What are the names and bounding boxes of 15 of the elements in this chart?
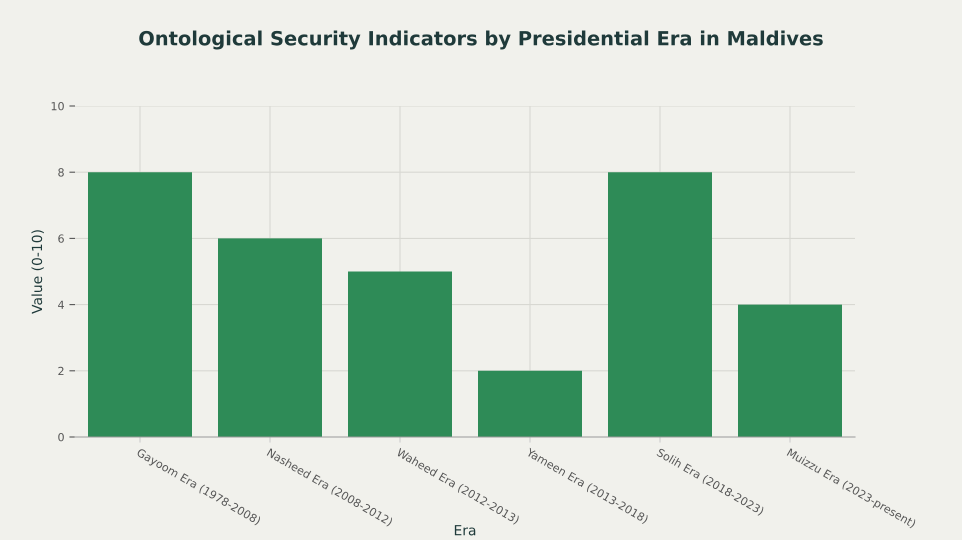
y-tick-label: 0 — [58, 432, 64, 442]
bar — [608, 172, 712, 437]
bar — [348, 272, 452, 437]
bar — [738, 304, 842, 437]
bar — [218, 238, 322, 437]
y-tick-label: 4 — [58, 300, 64, 309]
y-axis-title: Value (0-10) — [31, 230, 44, 314]
chart-title: Ontological Security Indicators by Presidential Era in Maldives — [139, 30, 823, 50]
y-tick-label: 10 — [52, 102, 64, 110]
bar — [478, 370, 582, 437]
y-tick-label: 2 — [58, 366, 64, 376]
bar — [88, 172, 192, 437]
y-tick-label: 8 — [58, 168, 64, 177]
y-tick-label: 6 — [58, 234, 64, 243]
x-axis-title: Era — [454, 525, 476, 536]
